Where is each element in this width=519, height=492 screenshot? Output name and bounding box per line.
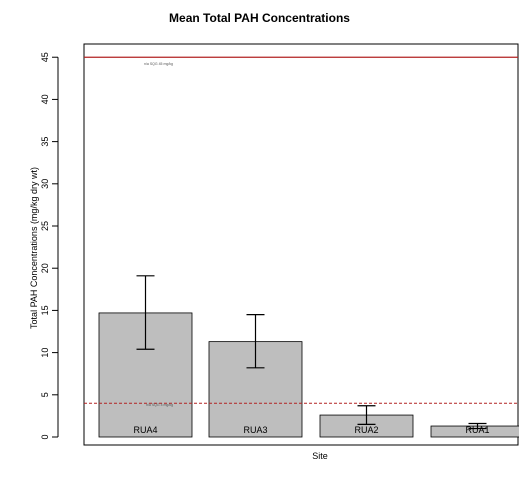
chart-title: Mean Total PAH Concentrations	[169, 11, 350, 25]
x-tick-label: RUA1	[465, 425, 489, 435]
y-tick-label: 20	[40, 263, 50, 273]
x-tick-label: RUA4	[133, 425, 157, 435]
y-axis-label: Total PAH Concentrations (mg/kg dry wt)	[29, 167, 39, 329]
y-tick-label: 25	[40, 221, 50, 231]
y-tick-label: 30	[40, 179, 50, 189]
plot-border	[83, 43, 519, 446]
x-tick-label: RUA2	[354, 425, 378, 435]
x-tick-label: RUA3	[243, 425, 267, 435]
y-tick-label: 15	[40, 305, 50, 315]
reference-line-label: n/a SQG 45 mg/kg	[144, 62, 173, 66]
y-tick-label: 45	[40, 52, 50, 62]
y-tick-label: 10	[40, 348, 50, 358]
reference-line-label: n/a SQG 4 mg/kg	[146, 403, 173, 407]
y-tick-label: 35	[40, 137, 50, 147]
x-axis-label: Site	[312, 451, 328, 461]
y-tick-label: 5	[40, 392, 50, 397]
y-tick-label: 40	[40, 94, 50, 104]
y-tick-label: 0	[40, 434, 50, 439]
